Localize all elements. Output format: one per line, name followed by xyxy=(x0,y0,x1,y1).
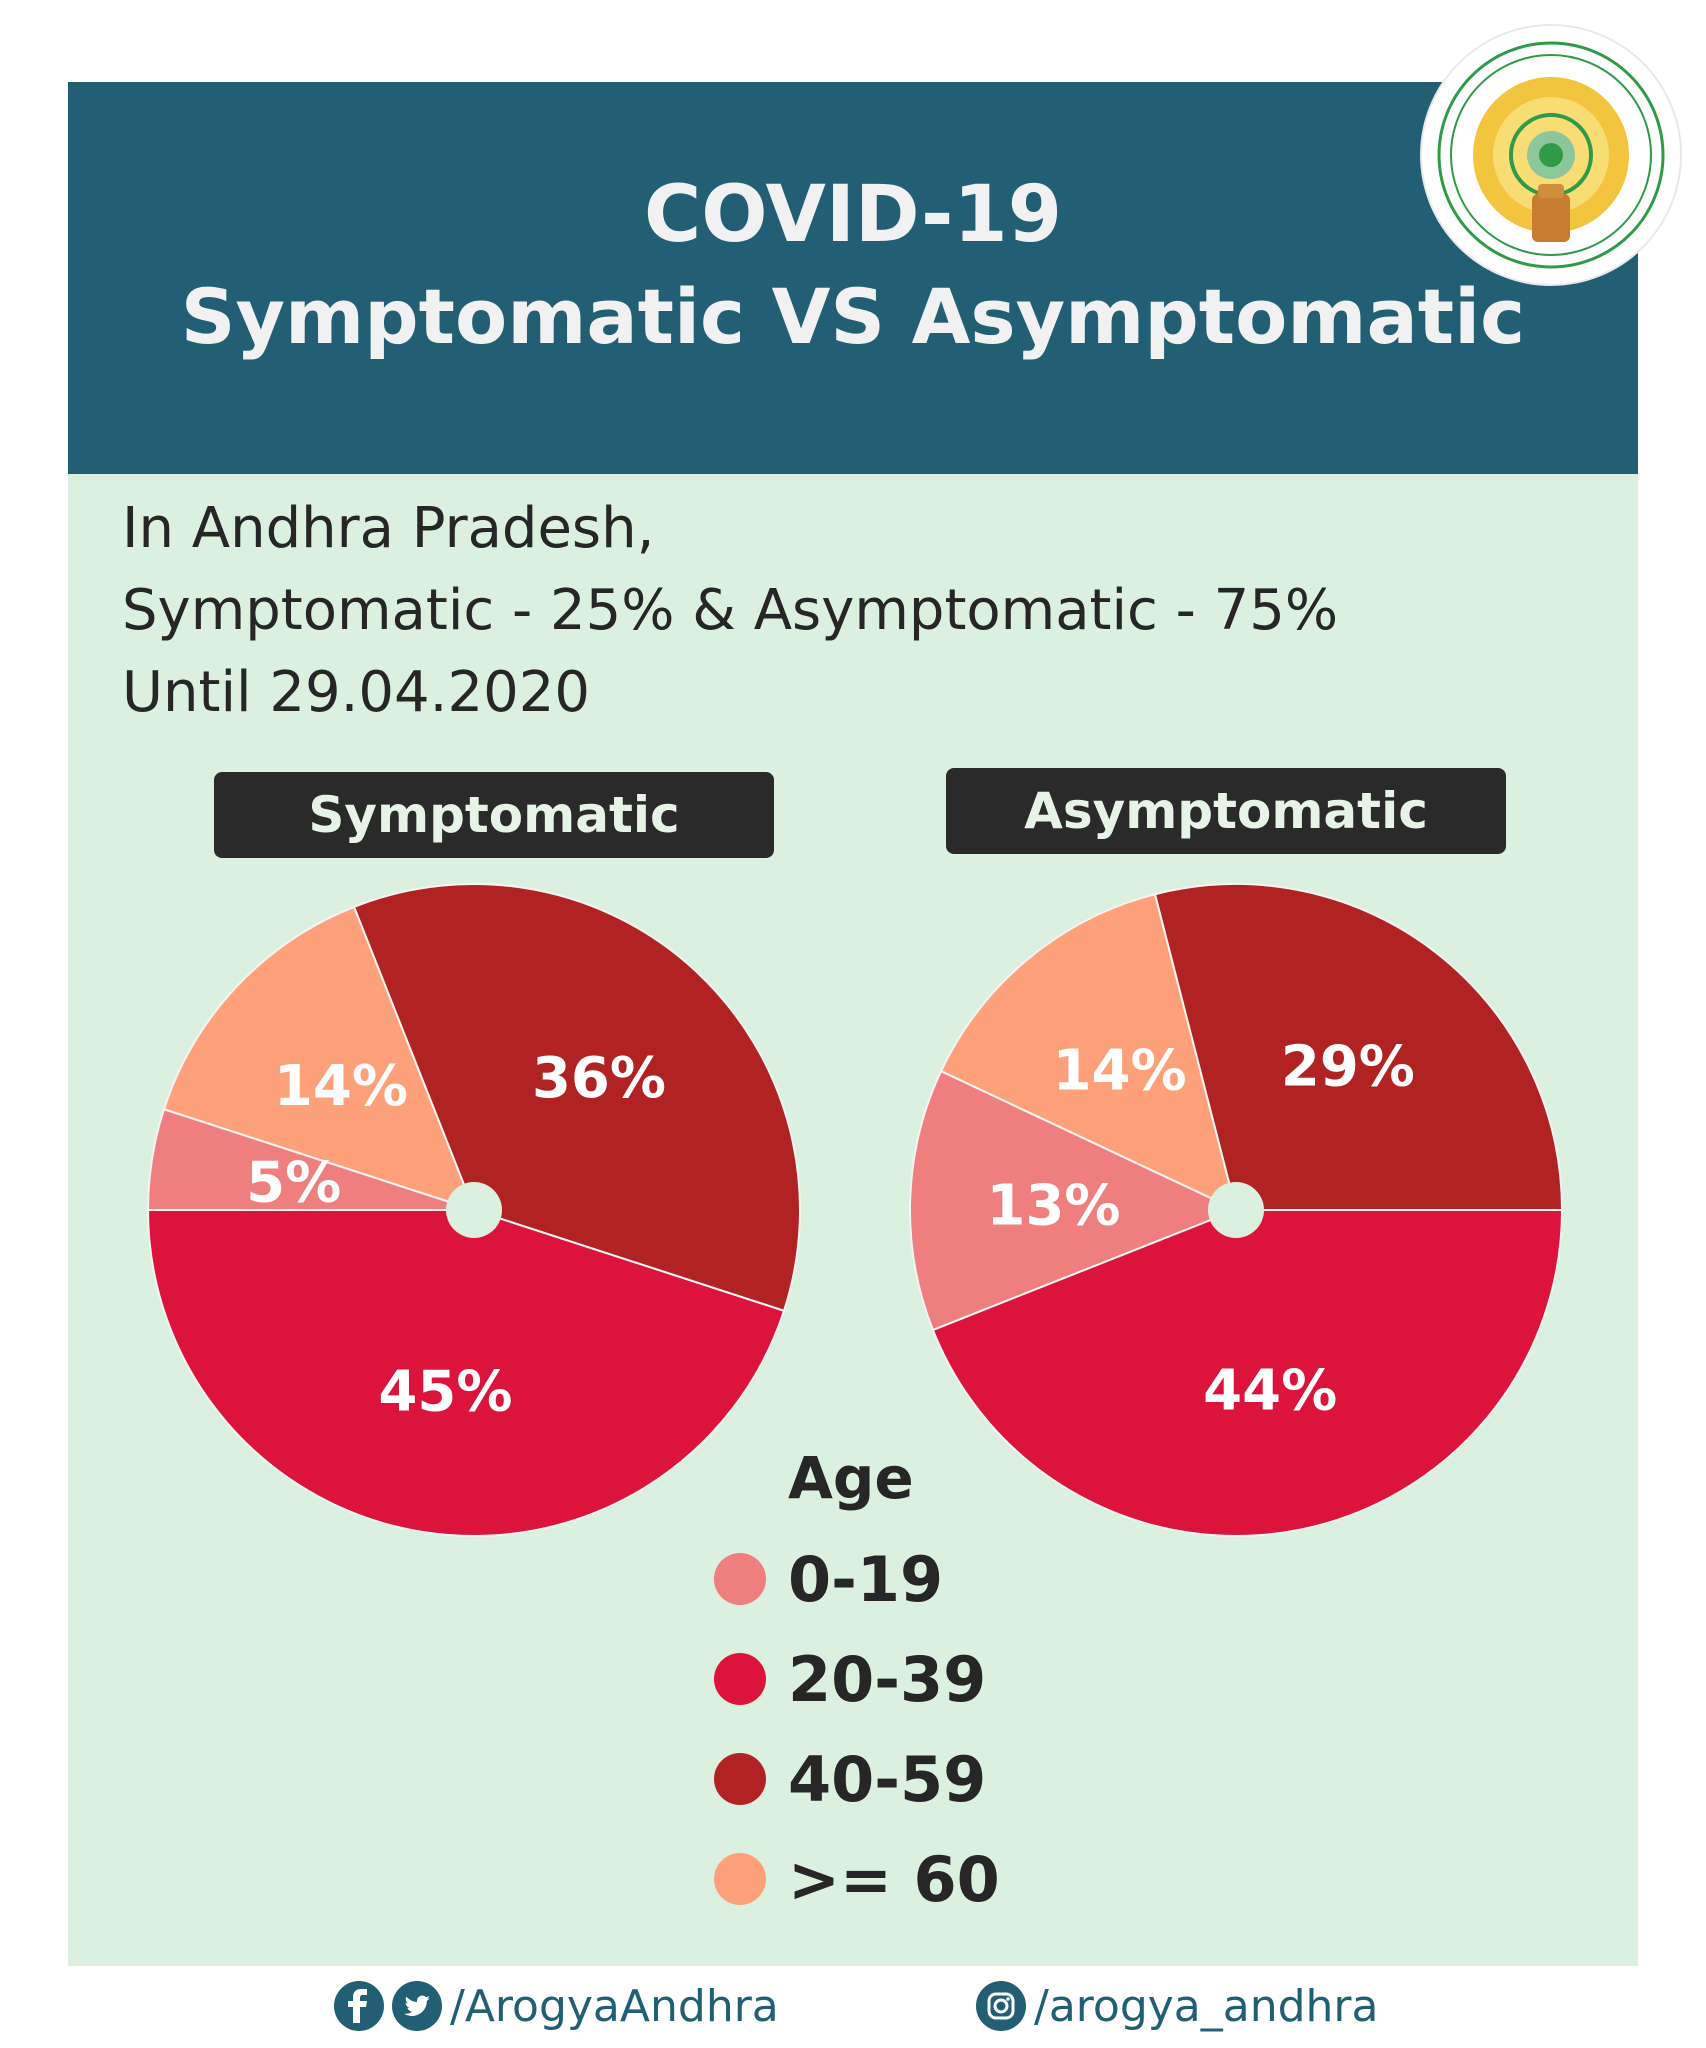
title-banner: COVID-19 Symptomatic VS Asymptomatic xyxy=(68,82,1638,474)
asymptomatic-slice-40-59 xyxy=(1153,883,1564,1211)
legend-label: 20-39 xyxy=(788,1642,987,1716)
asymptomatic-slice->= 60 xyxy=(939,893,1238,1212)
pie-charts: 45% 36% 14% 5% 29% 14% 13% 44% xyxy=(146,883,1564,1537)
symptomatic-slice-label: 45% xyxy=(378,1359,512,1424)
page-title: COVID-19 xyxy=(644,170,1062,260)
asymptomatic-slice-label: 29% xyxy=(1281,1035,1415,1100)
legend-title: Age xyxy=(788,1444,914,1512)
legend-label: 0-19 xyxy=(788,1542,944,1616)
legend-swatch xyxy=(714,1753,766,1805)
asymptomatic-slice-0-19 xyxy=(909,1069,1239,1332)
symptomatic-slice-label: 5% xyxy=(246,1150,341,1215)
instagram-link[interactable]: /arogya_andhra xyxy=(976,1974,1378,2038)
instagram-icon[interactable] xyxy=(976,1981,1026,2031)
asymptomatic-slice-label: 13% xyxy=(987,1173,1121,1238)
asymptomatic-center-dot xyxy=(1208,1182,1264,1238)
intro-summary: Symptomatic - 25% & Asymptomatic - 75% xyxy=(122,578,1339,643)
andhra-pradesh-emblem-icon xyxy=(1420,24,1682,286)
symptomatic-slice-20-39 xyxy=(146,1209,786,1537)
content-panel: In Andhra Pradesh, Symptomatic - 25% & A… xyxy=(68,474,1638,1966)
legend-item-60-plus: >= 60 xyxy=(714,1842,1000,1916)
intro-date: Until 29.04.2020 xyxy=(122,660,590,725)
asymptomatic-chart-title: Asymptomatic xyxy=(946,768,1506,854)
legend-label: 40-59 xyxy=(788,1742,987,1816)
facebook-twitter-handle[interactable]: /ArogyaAndhra xyxy=(450,1980,779,2032)
legend-item-40-59: 40-59 xyxy=(714,1742,987,1816)
facebook-twitter-link[interactable]: /ArogyaAndhra xyxy=(334,1974,779,2038)
page-subtitle: Symptomatic VS Asymptomatic xyxy=(180,272,1526,361)
instagram-handle[interactable]: /arogya_andhra xyxy=(1034,1980,1379,2032)
symptomatic-center-dot xyxy=(446,1182,502,1238)
legend-item-20-39: 20-39 xyxy=(714,1642,987,1716)
legend-label: >= 60 xyxy=(788,1842,1000,1916)
symptomatic-slice-0-19 xyxy=(146,1107,475,1211)
twitter-icon[interactable] xyxy=(392,1981,442,2031)
legend-swatch xyxy=(714,1653,766,1705)
symptomatic-slice-label: 36% xyxy=(532,1046,666,1111)
legend-swatch xyxy=(714,1853,766,1905)
asymptomatic-slice-20-39 xyxy=(931,1209,1564,1537)
facebook-icon[interactable] xyxy=(334,1981,384,2031)
legend-swatch xyxy=(714,1553,766,1605)
intro-location: In Andhra Pradesh, xyxy=(122,496,655,561)
symptomatic-slice-label: 14% xyxy=(274,1054,408,1119)
symptomatic-chart-title: Symptomatic xyxy=(214,772,774,858)
asymptomatic-slice-label: 14% xyxy=(1053,1038,1187,1103)
legend-item-0-19: 0-19 xyxy=(714,1542,944,1616)
symptomatic-slice-40-59 xyxy=(352,883,801,1313)
asymptomatic-slice-label: 44% xyxy=(1203,1358,1337,1423)
footer: /ArogyaAndhra /arogya_andhra xyxy=(0,1966,1706,2048)
